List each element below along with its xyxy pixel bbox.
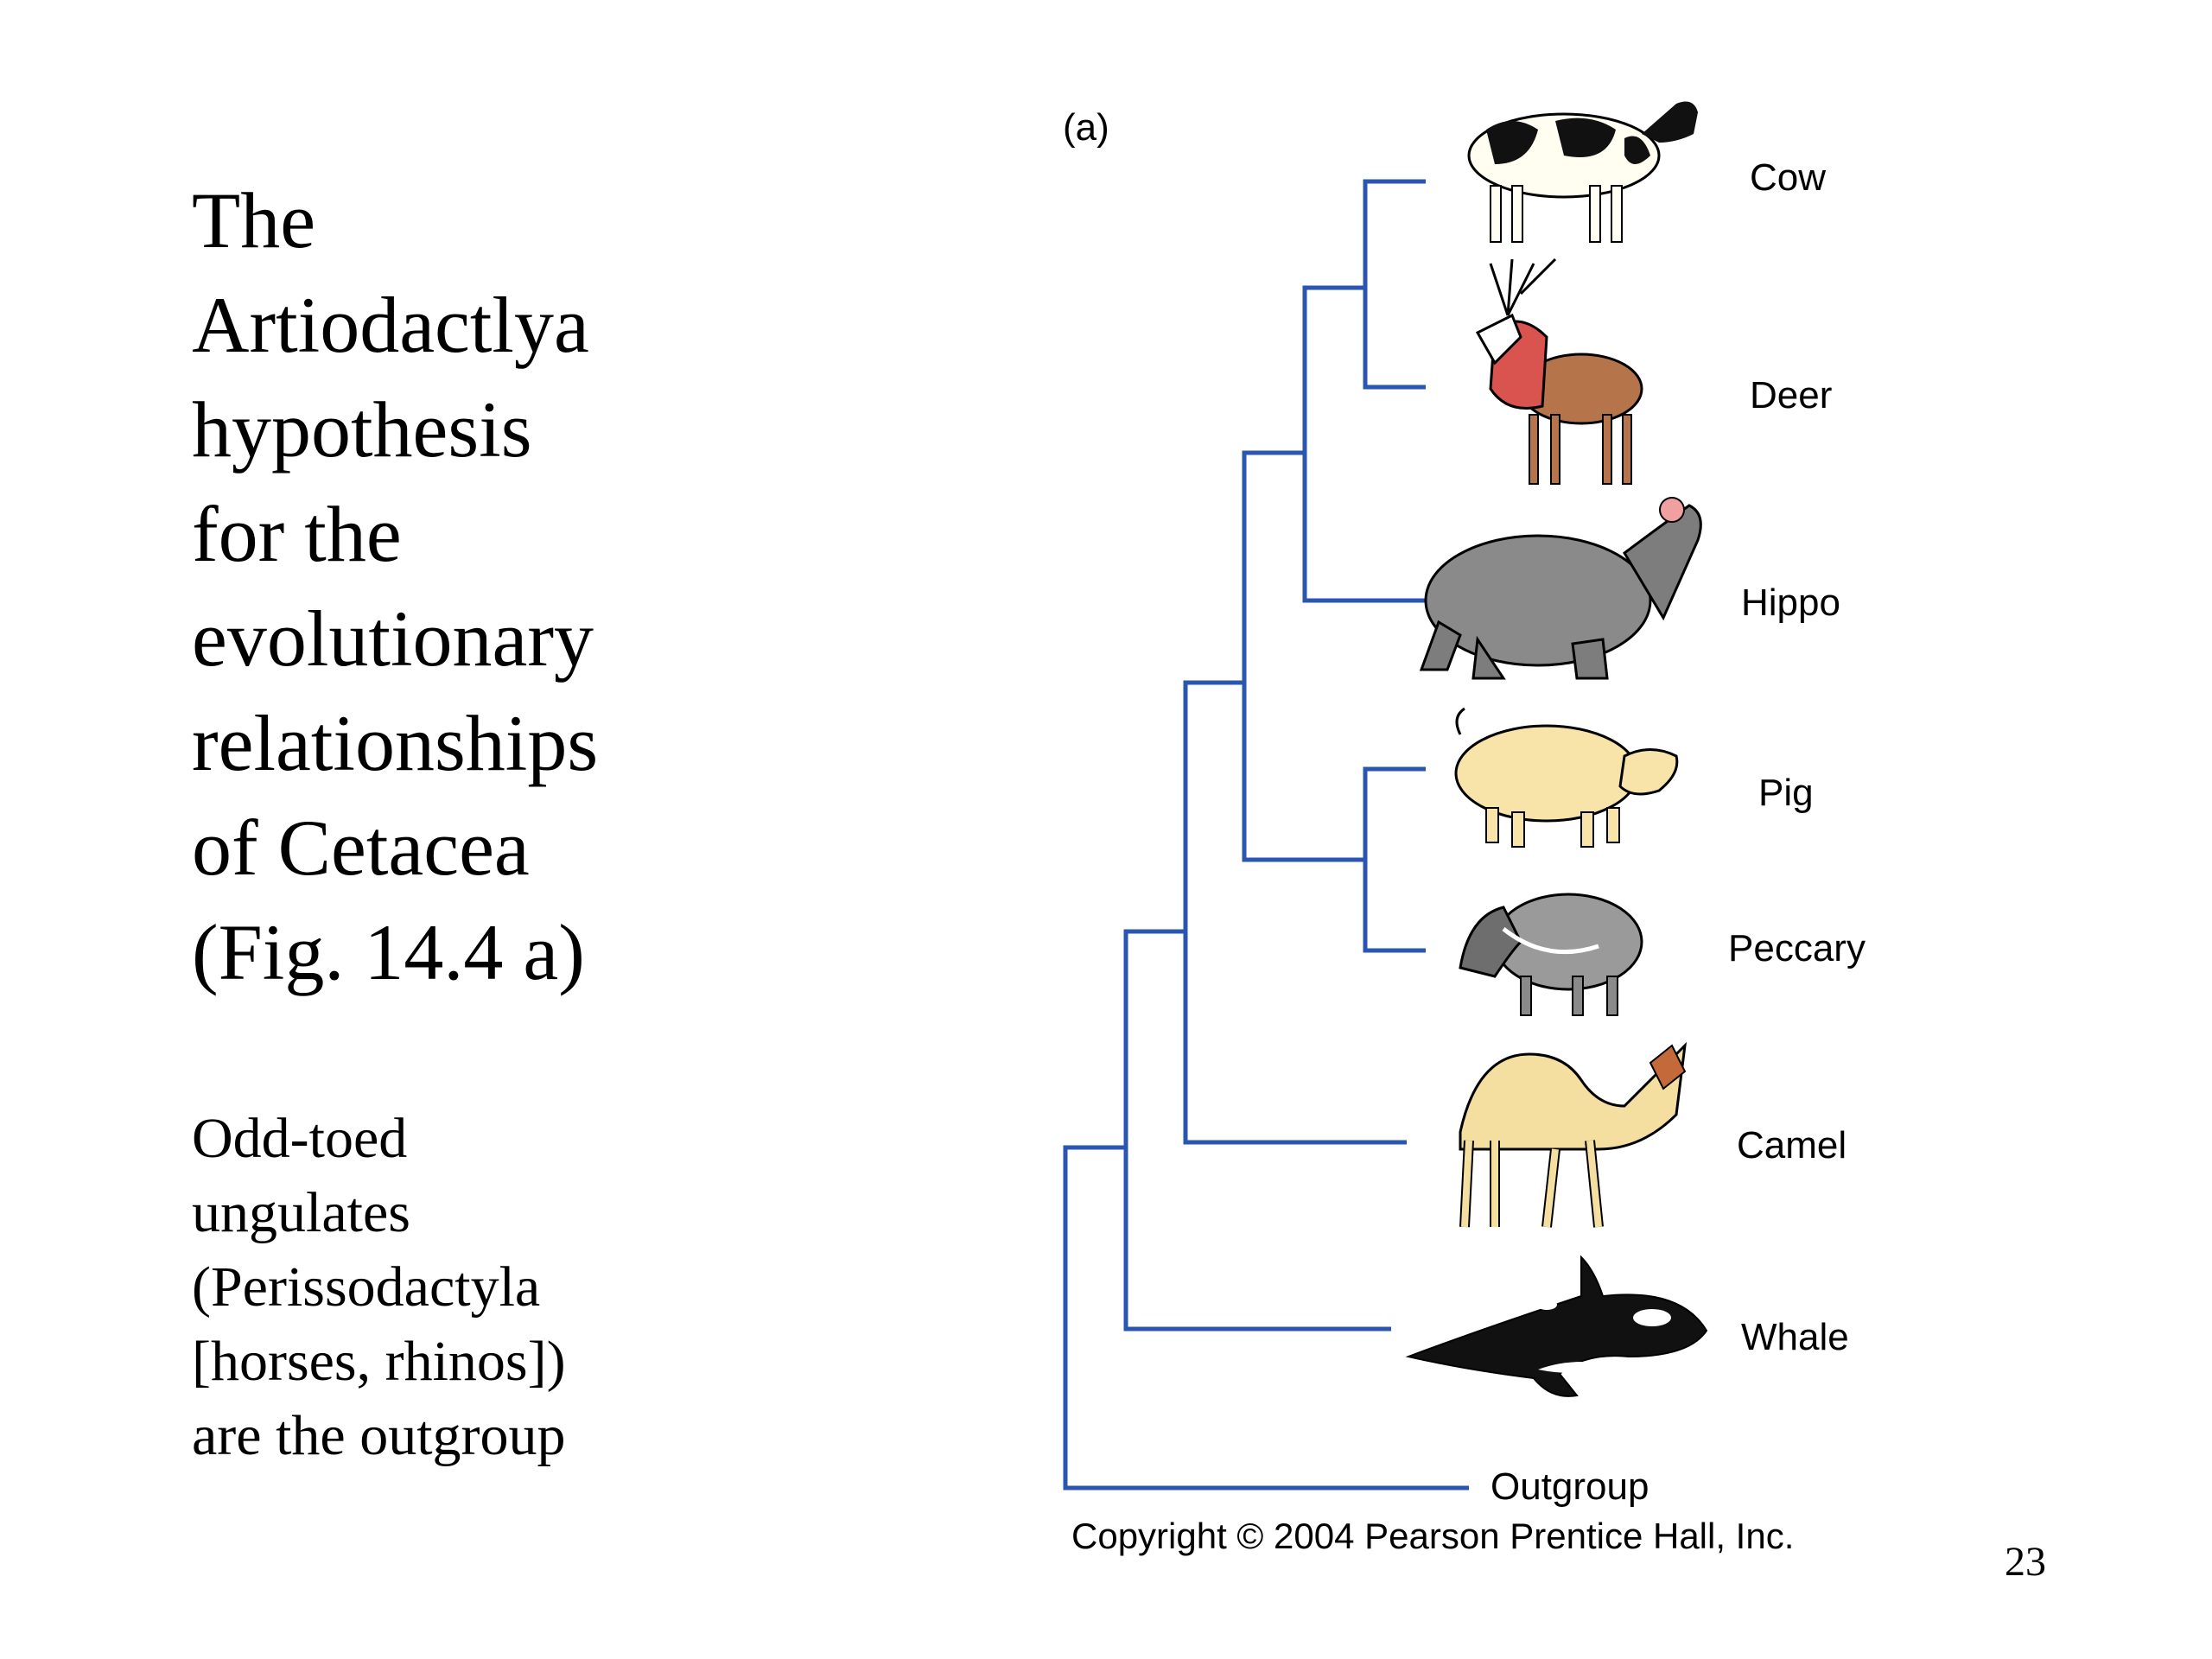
note-line: ungulates — [192, 1181, 410, 1244]
taxon-label-pig: Pig — [1758, 772, 1814, 814]
title-line: relationships — [192, 699, 599, 787]
branch-outgroup — [1063, 1145, 1469, 1491]
title-line: hypothesis — [192, 385, 532, 474]
note-line: Odd-toed — [192, 1107, 408, 1170]
taxon-label-hippo: Hippo — [1741, 582, 1840, 624]
pig-icon — [1454, 707, 1679, 848]
copyright-credit: Copyright © 2004 Pearson Prentice Hall, … — [1071, 1516, 1794, 1556]
hippo-icon — [1419, 497, 1702, 680]
taxon-label-cow: Cow — [1750, 156, 1826, 199]
title-line: for the — [192, 490, 402, 578]
outgroup-note: Odd-toed ungulates (Perissodactyla [hors… — [192, 1102, 710, 1473]
title-line: Artiodactlya — [192, 281, 589, 369]
slide-title: The Artiodactlya hypothesis for the evol… — [192, 168, 676, 1005]
note-line: [horses, rhinos]) — [192, 1330, 566, 1393]
page-number: 23 — [2005, 1539, 2046, 1585]
branch-camel — [1183, 680, 1407, 1145]
taxon-label-deer: Deer — [1750, 374, 1832, 416]
branch-cowdeer-hippo — [1302, 285, 1426, 603]
branch-cow-deer — [1363, 179, 1426, 390]
branch-ruminant-suiform — [1242, 450, 1365, 862]
taxon-label-outgroup: Outgroup — [1491, 1465, 1649, 1508]
peccary-icon — [1459, 893, 1643, 1016]
title-line: of Cetacea — [192, 804, 530, 892]
panel-label: (a) — [1063, 106, 1109, 149]
cow-icon — [1467, 101, 1698, 243]
taxon-label-camel: Camel — [1737, 1124, 1847, 1166]
deer-icon — [1475, 257, 1643, 485]
taxon-label-peccary: Peccary — [1728, 927, 1866, 969]
title-line: The — [192, 176, 316, 264]
taxon-label-whale: Whale — [1741, 1316, 1849, 1358]
title-line: (Fig. 14.4 a) — [192, 908, 585, 996]
whale-icon — [1405, 1255, 1708, 1397]
note-line: are the outgroup — [192, 1404, 566, 1467]
note-line: (Perissodactyla — [192, 1255, 541, 1319]
title-line: evolutionary — [192, 594, 594, 683]
camel-icon — [1459, 1041, 1688, 1228]
phylogenetic-tree — [1063, 179, 1469, 1491]
branch-whale — [1123, 929, 1391, 1332]
branch-pig-peccary — [1363, 766, 1426, 953]
